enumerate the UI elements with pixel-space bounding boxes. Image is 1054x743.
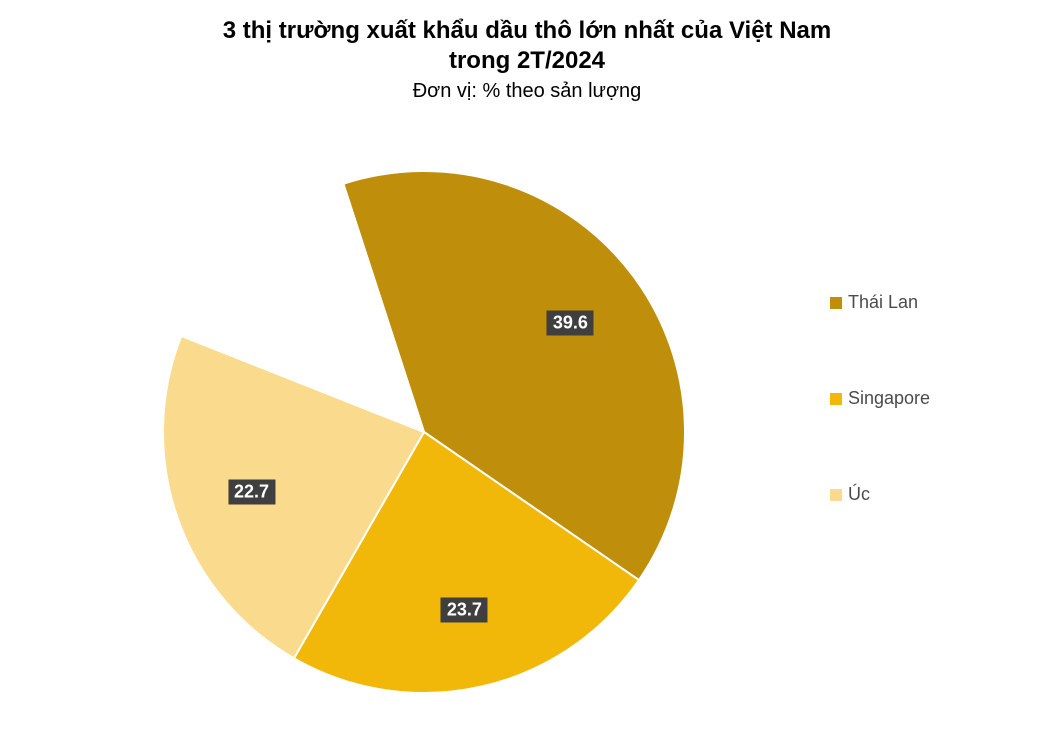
pie-svg [163, 171, 685, 693]
legend-swatch [830, 489, 842, 501]
chart-container: 3 thị trường xuất khẩu dầu thô lớn nhất … [0, 0, 1054, 743]
pie-chart: 39.6 23.7 22.7 [163, 171, 685, 693]
legend-label: Thái Lan [848, 292, 918, 313]
legend: Thái Lan Singapore Úc [830, 292, 930, 505]
chart-title-line1: 3 thị trường xuất khẩu dầu thô lớn nhất … [100, 16, 954, 46]
pie-data-label: 23.7 [441, 598, 488, 623]
legend-swatch [830, 297, 842, 309]
legend-swatch [830, 393, 842, 405]
legend-label: Úc [848, 484, 870, 505]
legend-item: Singapore [830, 388, 930, 409]
chart-title-line2: trong 2T/2024 [100, 46, 954, 76]
legend-item: Thái Lan [830, 292, 930, 313]
legend-item: Úc [830, 484, 930, 505]
pie-data-label: 39.6 [547, 310, 594, 335]
chart-subtitle: Đơn vị: % theo sản lượng [100, 80, 954, 103]
pie-data-label: 22.7 [228, 480, 275, 505]
legend-label: Singapore [848, 388, 930, 409]
chart-title-block: 3 thị trường xuất khẩu dầu thô lớn nhất … [0, 16, 1054, 103]
